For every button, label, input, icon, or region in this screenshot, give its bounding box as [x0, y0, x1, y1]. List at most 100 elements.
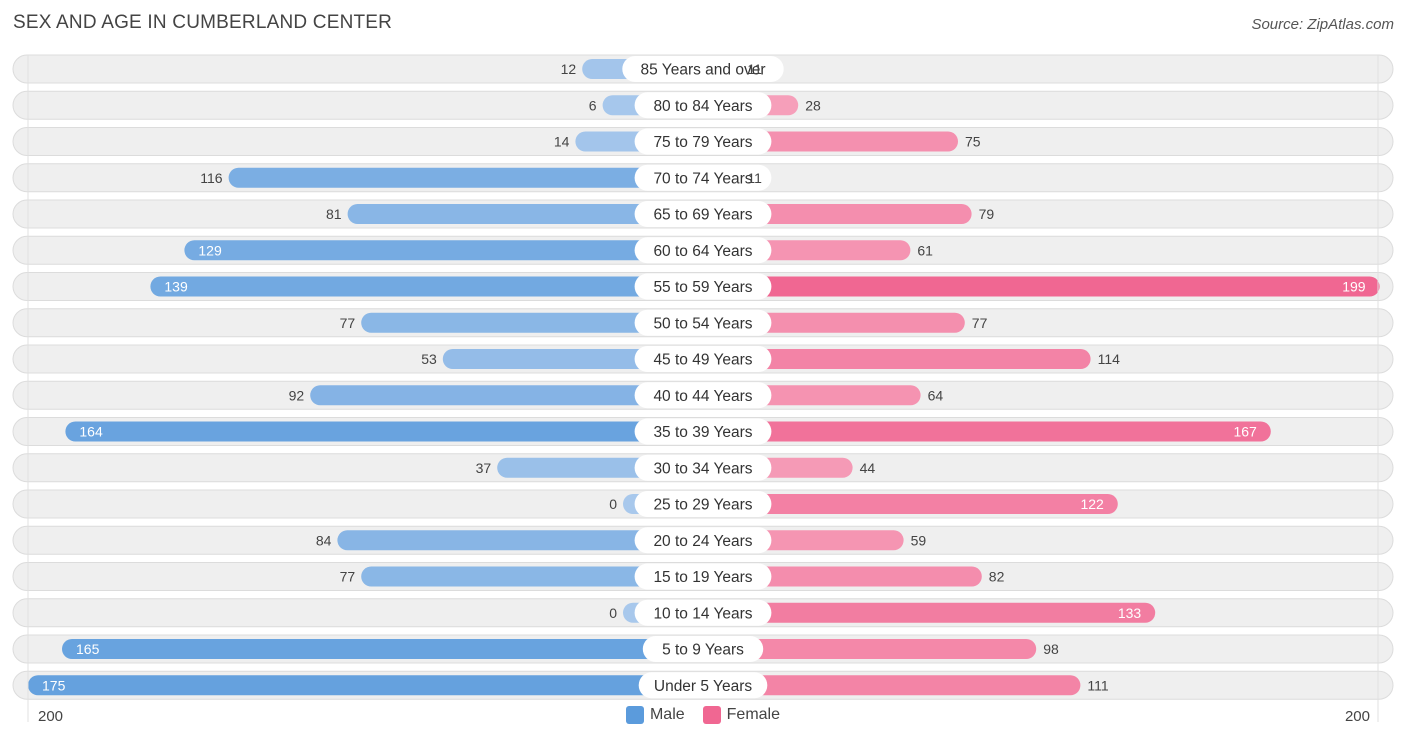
male-bar[interactable]	[228, 167, 703, 188]
female-value-label: 114	[1098, 351, 1121, 367]
category-label: 5 to 9 Years	[662, 642, 744, 659]
category-label: 60 to 64 Years	[653, 243, 752, 260]
female-value-label: 44	[860, 460, 876, 476]
category-pill	[634, 201, 772, 227]
male-bar[interactable]	[62, 639, 703, 659]
source-note: Source: ZipAtlas.com	[1251, 16, 1394, 33]
female-value-label: 61	[917, 242, 933, 258]
category-pill	[634, 273, 772, 300]
row-2: 75 to 79 Years 14 75	[12, 127, 1394, 156]
male-bar[interactable]	[28, 675, 703, 696]
row-3: 70 to 74 Years 116 11	[12, 163, 1394, 193]
category-pill	[634, 599, 772, 626]
row-12: 25 to 29 Years 0 122	[12, 489, 1394, 519]
male-value-label: 53	[421, 351, 437, 367]
legend: Male Female	[0, 706, 1406, 724]
category-pill	[622, 56, 784, 82]
female-bar[interactable]	[703, 349, 1091, 369]
male-value-label: 165	[76, 641, 100, 657]
row-1: 80 to 84 Years 6 28	[12, 90, 1394, 120]
category-pill	[634, 527, 772, 554]
female-value-label: 133	[1118, 605, 1142, 621]
row-6: 55 to 59 Years 139 199	[12, 272, 1394, 301]
row-7: 50 to 54 Years 77 77	[12, 308, 1394, 338]
male-bar[interactable]	[361, 566, 703, 587]
category-pill	[634, 164, 772, 191]
female-value-label: 82	[989, 569, 1005, 585]
male-bar[interactable]	[310, 385, 703, 406]
male-value-label: 0	[609, 605, 617, 621]
category-pill	[634, 309, 772, 336]
male-bar[interactable]	[184, 240, 703, 261]
category-pill	[634, 563, 772, 590]
category-label: 70 to 74 Years	[653, 170, 752, 187]
row-14: 15 to 19 Years 77 82	[12, 562, 1394, 591]
male-value-label: 129	[198, 242, 222, 258]
male-value-label: 77	[340, 569, 356, 585]
x-axis-right-label: 200	[1344, 708, 1370, 725]
male-value-label: 164	[79, 424, 103, 440]
female-bar[interactable]	[703, 494, 1118, 514]
female-bar[interactable]	[703, 675, 1081, 696]
category-label: 55 to 59 Years	[653, 279, 752, 296]
female-bar[interactable]	[703, 566, 982, 587]
female-bar[interactable]	[703, 421, 1271, 442]
female-value-label: 11	[747, 61, 762, 77]
male-value-label: 14	[554, 134, 570, 150]
male-value-label: 139	[164, 279, 188, 295]
row-16: 5 to 9 Years 165 98	[12, 634, 1394, 664]
female-value-label: 59	[911, 532, 927, 548]
male-value-label: 175	[42, 677, 66, 693]
category-label: 85 Years and over	[641, 62, 766, 79]
category-pill	[634, 382, 772, 409]
female-value-label: 75	[965, 134, 981, 150]
legend-item-male[interactable]: Male	[625, 706, 685, 724]
female-value-label: 11	[747, 170, 762, 186]
female-value-label: 77	[972, 315, 988, 331]
row-0: 85 Years and over 12 11	[12, 54, 1394, 84]
female-value-label: 111	[1087, 677, 1108, 693]
row-13: 20 to 24 Years 84 59	[12, 525, 1394, 555]
male-bar[interactable]	[65, 421, 703, 442]
legend-item-female[interactable]: Female	[702, 706, 780, 724]
female-value-label: 199	[1342, 279, 1366, 295]
category-label: 75 to 79 Years	[653, 134, 752, 151]
x-axis-left-label: 200	[38, 708, 64, 725]
category-pill	[634, 491, 772, 517]
category-label: Under 5 Years	[654, 678, 752, 695]
male-value-label: 81	[326, 206, 342, 222]
female-value-label: 28	[805, 97, 821, 113]
category-label: 65 to 69 Years	[653, 207, 752, 224]
category-pill	[642, 636, 764, 662]
row-11: 30 to 34 Years 37 44	[12, 453, 1394, 483]
female-value-label: 167	[1233, 424, 1257, 440]
male-bar[interactable]	[347, 204, 703, 224]
category-label: 15 to 19 Years	[653, 569, 752, 586]
category-pill	[634, 418, 772, 445]
category-label: 80 to 84 Years	[653, 98, 752, 115]
female-value-label: 64	[928, 387, 944, 403]
category-pill	[634, 128, 772, 155]
female-value-label: 122	[1080, 496, 1104, 512]
female-bar[interactable]	[703, 276, 1380, 297]
category-label: 25 to 29 Years	[653, 497, 752, 514]
female-value-label: 98	[1043, 641, 1059, 657]
row-5: 60 to 64 Years 129 61	[12, 235, 1394, 265]
male-bar[interactable]	[150, 276, 703, 297]
female-bar[interactable]	[703, 602, 1156, 623]
male-value-label: 116	[200, 170, 223, 186]
male-bar[interactable]	[337, 530, 703, 551]
category-pill	[634, 346, 772, 372]
category-pill	[634, 454, 772, 481]
female-swatch	[702, 706, 721, 724]
category-pill	[634, 237, 772, 264]
category-label: 35 to 39 Years	[653, 424, 752, 441]
category-label: 10 to 14 Years	[653, 605, 752, 622]
category-label: 30 to 34 Years	[653, 460, 752, 477]
row-17: Under 5 Years 175 111	[12, 670, 1394, 700]
category-label: 40 to 44 Years	[653, 388, 752, 405]
male-value-label: 37	[476, 460, 492, 476]
male-bar[interactable]	[361, 312, 703, 333]
male-value-label: 0	[609, 496, 617, 512]
female-bar[interactable]	[703, 639, 1037, 659]
